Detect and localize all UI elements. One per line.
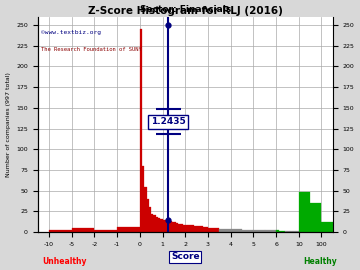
X-axis label: Score: Score	[171, 252, 199, 261]
Text: The Research Foundation of SUNY: The Research Foundation of SUNY	[41, 47, 141, 52]
Bar	[160, 219, 163, 232]
Bar	[293, 231, 296, 232]
Title: Z-Score Histogram for RLJ (2016): Z-Score Histogram for RLJ (2016)	[88, 6, 283, 16]
Bar	[197, 226, 199, 232]
Bar	[147, 199, 149, 232]
Bar	[174, 222, 176, 232]
Bar	[158, 218, 160, 232]
Bar	[231, 229, 242, 232]
Bar	[172, 222, 174, 232]
Bar	[201, 226, 203, 232]
Text: 1.2435: 1.2435	[151, 117, 185, 126]
Bar	[149, 207, 151, 232]
Bar	[185, 225, 188, 232]
Text: Healthy: Healthy	[303, 256, 337, 265]
Bar	[279, 231, 282, 232]
Text: Unhealthy: Unhealthy	[42, 256, 87, 265]
Bar	[176, 223, 179, 232]
Bar	[183, 225, 185, 232]
Bar	[49, 230, 72, 232]
Y-axis label: Number of companies (997 total): Number of companies (997 total)	[5, 72, 10, 177]
Bar	[165, 221, 167, 232]
Bar	[265, 230, 276, 232]
Bar	[142, 166, 144, 232]
Bar	[253, 230, 265, 232]
Text: ©www.textbiz.org: ©www.textbiz.org	[41, 30, 101, 35]
Bar	[242, 230, 253, 232]
Bar	[188, 225, 190, 232]
Bar	[192, 225, 194, 232]
Bar	[153, 215, 156, 232]
Bar	[290, 231, 293, 232]
Bar	[140, 29, 142, 232]
Bar	[179, 224, 181, 232]
Bar	[167, 221, 170, 232]
Bar	[285, 231, 287, 232]
Bar	[194, 226, 197, 232]
Bar	[310, 203, 321, 232]
Bar	[299, 192, 310, 232]
Bar	[144, 187, 147, 232]
Bar	[203, 227, 206, 232]
Bar	[296, 231, 299, 232]
Bar	[181, 224, 183, 232]
Bar	[276, 230, 279, 232]
Bar	[117, 227, 140, 232]
Bar	[156, 217, 158, 232]
Bar	[199, 226, 201, 232]
Bar	[321, 222, 333, 232]
Bar	[94, 230, 117, 232]
Bar	[206, 227, 208, 232]
Bar	[282, 231, 285, 232]
Text: Sector: Financials: Sector: Financials	[140, 5, 231, 14]
Bar	[190, 225, 192, 232]
Bar	[287, 231, 290, 232]
Bar	[208, 228, 219, 232]
Bar	[170, 221, 172, 232]
Bar	[219, 229, 231, 232]
Bar	[151, 214, 153, 232]
Bar	[72, 228, 94, 232]
Bar	[163, 220, 165, 232]
